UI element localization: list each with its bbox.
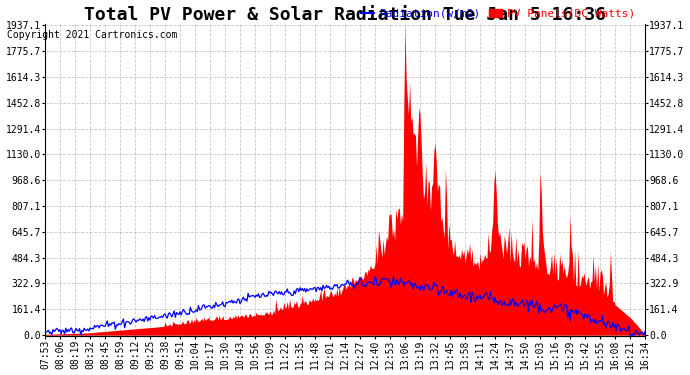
Text: Copyright 2021 Cartronics.com: Copyright 2021 Cartronics.com bbox=[7, 30, 177, 39]
Title: Total PV Power & Solar Radiation Tue Jan 5 16:36: Total PV Power & Solar Radiation Tue Jan… bbox=[84, 6, 606, 24]
Legend: Radiation(w/m2), PV Panels(DC Watts): Radiation(w/m2), PV Panels(DC Watts) bbox=[357, 4, 640, 23]
